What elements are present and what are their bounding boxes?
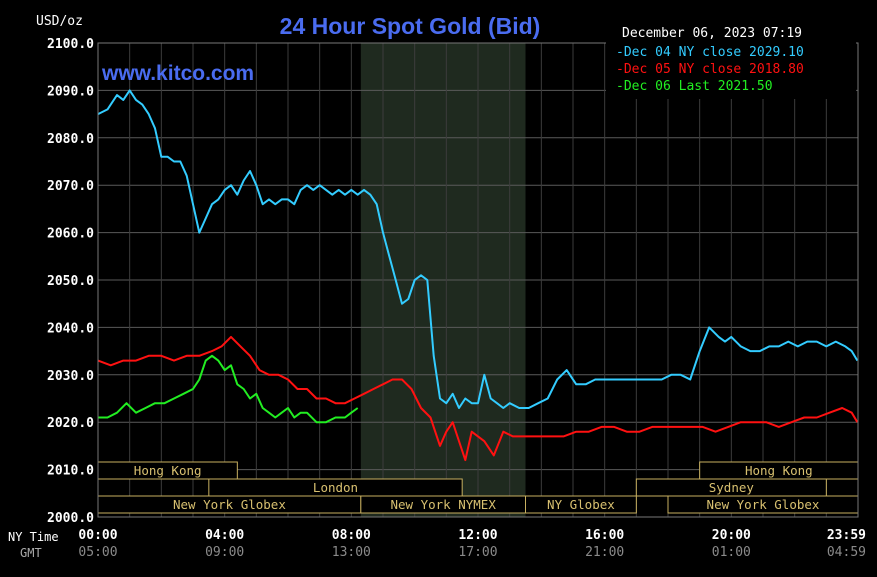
x-tick-label-ny: 23:59 (827, 528, 866, 543)
session-bars: Hong Kong London New York Globex New York N… (97, 461, 859, 514)
session-bar: New York NYMEX (360, 495, 527, 514)
legend-entry-dec05: -Dec 05 NY close 2018.80 (616, 62, 804, 77)
y-tick-label: 2100.0 (47, 37, 94, 52)
x-axis-label-gmt: GMT (20, 546, 42, 560)
y-tick-label: 2090.0 (47, 84, 94, 99)
session-label: Hong Kong (134, 463, 202, 478)
x-tick-label-gmt: 21:00 (585, 545, 624, 560)
y-axis-ticks: 2100.0 2090.0 2080.0 2070.0 2060.0 2050.0 2040… (47, 37, 94, 526)
session-label: Sydney (709, 480, 755, 495)
session-bar: Hong Kong (97, 461, 238, 480)
session-bar-outline (525, 495, 637, 514)
x-tick-label-ny: 00:00 (78, 528, 117, 543)
series-line-dec-06 (98, 354, 359, 424)
grid-lines (97, 42, 859, 518)
session-bar: Sydney (635, 478, 827, 497)
x-tick-label-gmt: 17:00 (458, 545, 497, 560)
session-bar: NY Globex (525, 495, 637, 514)
x-tick-label-ny: 08:00 (332, 528, 371, 543)
series-layer (97, 89, 859, 462)
session-bar: Hong Kong (699, 461, 859, 480)
x-axis-ticks: 00:00 04:00 08:00 12:00 16:00 20:00 23:59 05:00… (78, 528, 866, 560)
y-tick-label: 2010.0 (47, 464, 94, 479)
y-tick-label: 2080.0 (47, 132, 94, 147)
y-tick-label: 2070.0 (47, 179, 94, 194)
legend-box (606, 41, 856, 99)
series-line-dec-05 (97, 335, 859, 462)
x-tick-label-ny: 16:00 (585, 528, 624, 543)
plot-frame (97, 42, 859, 518)
y-axis-label: USD/oz (36, 14, 83, 29)
y-tick-label: 2060.0 (47, 227, 94, 242)
x-tick-label-gmt: 04:59 (827, 545, 866, 560)
legend: -Dec 04 NY close 2029.10 -Dec 05 NY clos… (606, 41, 856, 99)
x-tick-label-gmt: 13:00 (332, 545, 371, 560)
legend-entry-dec04: -Dec 04 NY close 2029.10 (616, 45, 804, 60)
session-label: New York Globex (707, 497, 820, 512)
kitco-watermark: www.kitco.com (101, 62, 254, 85)
y-tick-label: 2050.0 (47, 274, 94, 289)
legend-entry-dec06: -Dec 06 Last 2021.50 (616, 79, 773, 94)
x-tick-label-ny: 12:00 (458, 528, 497, 543)
session-label: New York NYMEX (390, 497, 496, 512)
session-bar: New York Globex (667, 495, 859, 514)
chart-title: 24 Hour Spot Gold (Bid) (280, 13, 541, 39)
y-tick-label: 2040.0 (47, 321, 94, 336)
series-line-dec-04 (97, 89, 859, 409)
session-label: New York Globex (173, 497, 286, 512)
session-label: Hong Kong (745, 463, 813, 478)
session-bar: New York Globex (97, 495, 362, 514)
y-tick-label: 2030.0 (47, 369, 94, 384)
x-tick-label-gmt: 05:00 (78, 545, 117, 560)
y-tick-label: 2000.0 (47, 511, 94, 526)
y-tick-label: 2020.0 (47, 416, 94, 431)
x-tick-label-gmt: 09:00 (205, 545, 244, 560)
timestamp: December 06, 2023 07:19 (622, 26, 802, 41)
session-label: London (313, 480, 358, 495)
x-axis-label-ny: NY Time (8, 530, 59, 544)
session-bar: London (208, 478, 463, 497)
session-label: NY Globex (547, 497, 615, 512)
x-tick-label-ny: 20:00 (712, 528, 751, 543)
x-tick-label-gmt: 01:00 (712, 545, 751, 560)
x-tick-label-ny: 04:00 (205, 528, 244, 543)
